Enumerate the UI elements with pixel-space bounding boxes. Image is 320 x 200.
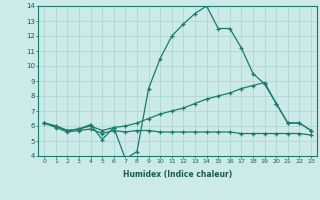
X-axis label: Humidex (Indice chaleur): Humidex (Indice chaleur) — [123, 170, 232, 179]
